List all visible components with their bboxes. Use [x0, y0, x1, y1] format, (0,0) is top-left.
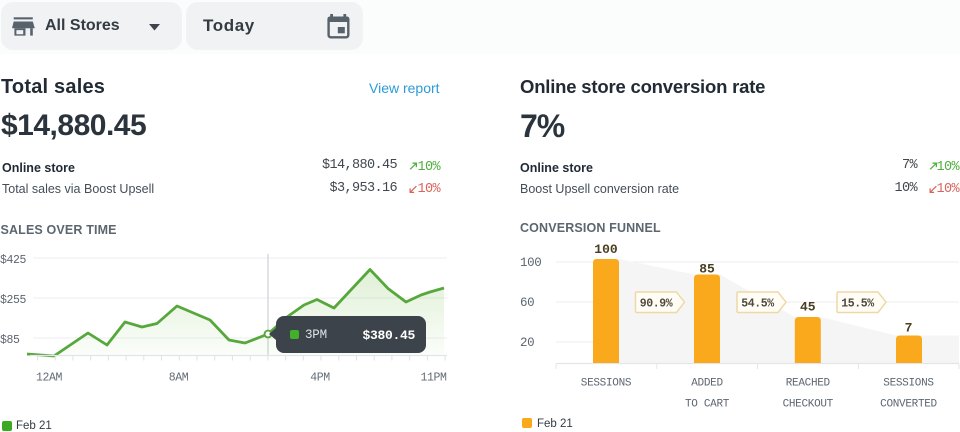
- svg-text:100: 100: [520, 256, 541, 270]
- svg-text:REACHED: REACHED: [786, 378, 831, 390]
- svg-text:8AM: 8AM: [169, 372, 189, 385]
- svg-text:4PM: 4PM: [310, 372, 330, 385]
- svg-text:85: 85: [699, 262, 715, 277]
- svg-text:45: 45: [800, 300, 816, 315]
- svg-text:SESSIONS: SESSIONS: [581, 378, 632, 390]
- svg-text:$425: $425: [0, 254, 27, 267]
- svg-text:TO CART: TO CART: [685, 399, 730, 411]
- svg-text:SESSIONS: SESSIONS: [883, 378, 934, 390]
- svg-text:$255: $255: [0, 294, 27, 307]
- svg-text:54.5%: 54.5%: [741, 298, 774, 311]
- svg-text:11PM: 11PM: [420, 372, 447, 385]
- svg-text:7: 7: [905, 321, 913, 336]
- svg-text:100: 100: [594, 242, 618, 257]
- svg-text:CONVERTED: CONVERTED: [880, 399, 937, 411]
- svg-text:90.9%: 90.9%: [640, 298, 673, 311]
- svg-text:CHECKOUT: CHECKOUT: [783, 399, 834, 411]
- svg-text:60: 60: [520, 296, 534, 310]
- svg-text:15.5%: 15.5%: [841, 298, 874, 311]
- svg-text:20: 20: [520, 336, 534, 350]
- svg-text:12AM: 12AM: [36, 372, 63, 385]
- svg-text:$85: $85: [0, 334, 20, 347]
- svg-text:ADDED: ADDED: [691, 378, 723, 390]
